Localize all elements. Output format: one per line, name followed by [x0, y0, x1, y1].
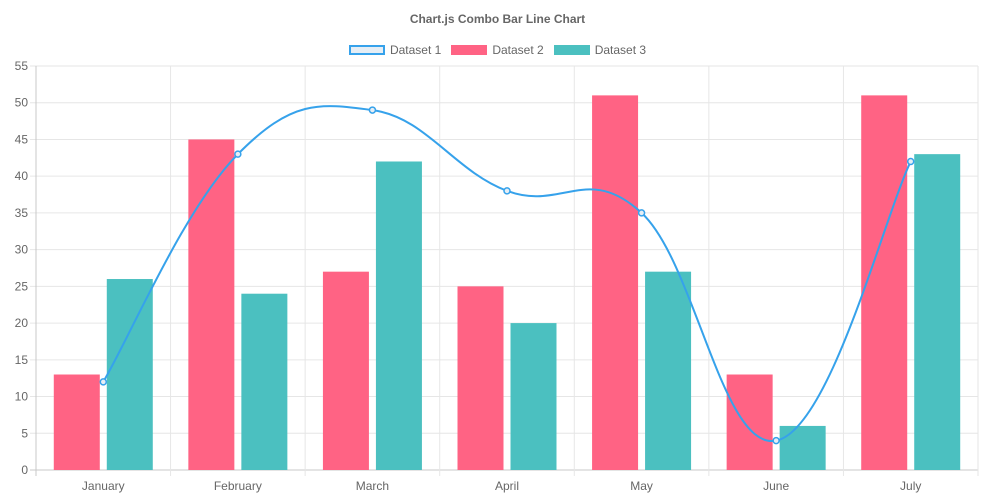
y-tick-label-45: 45 — [15, 132, 29, 146]
bar-dataset-2-july — [861, 95, 908, 470]
x-tick-label-february: February — [214, 479, 262, 493]
legend-label-dataset-1: Dataset 1 — [389, 43, 442, 57]
legend: Dataset 1 Dataset 2 Dataset 3 — [0, 43, 995, 57]
bar-dataset-3-july — [914, 154, 961, 471]
y-tick-label-35: 35 — [15, 206, 29, 220]
point-dataset-1-may — [637, 209, 646, 217]
bar-dataset-2-may — [592, 95, 639, 470]
legend-item-dataset-1[interactable]: Dataset 1 — [348, 43, 442, 57]
x-tick-label-june: June — [763, 479, 789, 493]
y-tick-label-5: 5 — [21, 426, 28, 440]
bar-dataset-3-june — [779, 425, 826, 470]
x-tick-label-may: May — [630, 479, 653, 493]
y-tick-label-30: 30 — [15, 243, 29, 257]
bar-dataset-2-march — [322, 271, 369, 470]
y-tick-label-0: 0 — [21, 463, 28, 477]
x-tick-label-march: March — [356, 479, 389, 493]
bar-dataset-3-january — [106, 279, 153, 470]
y-tick-label-10: 10 — [15, 390, 29, 404]
y-tick-label-15: 15 — [15, 353, 29, 367]
bar-dataset-2-february — [188, 139, 235, 471]
point-dataset-1-march — [368, 106, 377, 114]
y-tick-label-50: 50 — [15, 96, 29, 110]
point-dataset-1-january — [99, 378, 108, 386]
point-dataset-1-april — [503, 187, 511, 195]
point-dataset-1-july — [906, 157, 915, 166]
legend-swatch-dataset-3 — [553, 45, 590, 55]
y-tick-label-40: 40 — [15, 169, 29, 183]
legend-item-dataset-2[interactable]: Dataset 2 — [451, 43, 544, 57]
x-tick-label-july: July — [900, 479, 921, 493]
x-tick-label-january: January — [82, 479, 125, 493]
point-dataset-1-june — [772, 436, 780, 445]
y-tick-label-20: 20 — [15, 316, 29, 330]
bar-dataset-3-february — [241, 293, 288, 470]
legend-swatch-dataset-2 — [451, 45, 488, 55]
legend-item-dataset-3[interactable]: Dataset 3 — [553, 43, 647, 57]
chart-title: Chart.js Combo Bar Line Chart — [409, 12, 586, 26]
y-tick-label-55: 55 — [15, 59, 29, 73]
bar-dataset-2-june — [726, 374, 773, 470]
bar-dataset-3-april — [510, 323, 557, 470]
bar-dataset-3-march — [375, 161, 422, 470]
bar-dataset-3-may — [645, 271, 692, 470]
y-tick-label-25: 25 — [15, 279, 29, 293]
bar-dataset-2-april — [457, 286, 504, 470]
x-tick-label-april: April — [495, 479, 519, 493]
point-dataset-1-february — [234, 150, 242, 158]
bar-dataset-2-january — [53, 374, 100, 470]
legend-label-dataset-3: Dataset 3 — [594, 43, 647, 57]
legend-label-dataset-2: Dataset 2 — [492, 43, 544, 57]
legend-swatch-dataset-1 — [348, 45, 385, 55]
